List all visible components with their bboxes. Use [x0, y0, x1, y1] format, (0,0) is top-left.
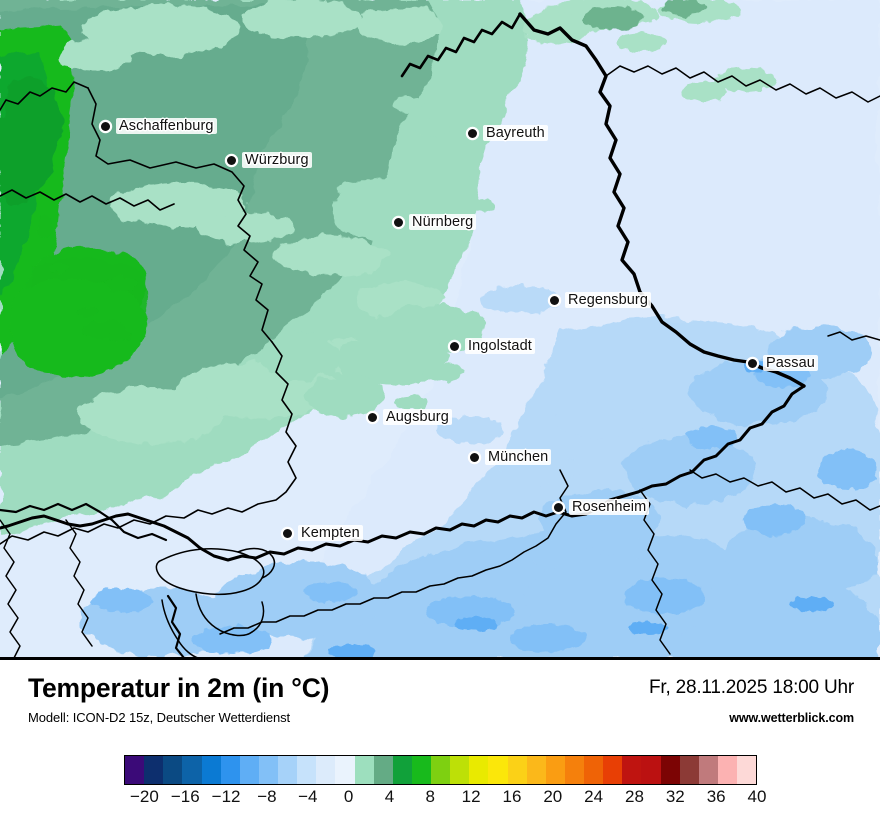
map-canvas [0, 0, 880, 660]
city-marker-muenchen: München [470, 449, 552, 465]
city-dot [283, 528, 292, 538]
city-label: Rosenheim [569, 499, 650, 515]
city-dot [554, 502, 563, 512]
colorbar-tick: 16 [502, 787, 522, 806]
city-dot [468, 128, 477, 138]
colorbar-tick: 4 [384, 787, 395, 806]
city-dot [368, 412, 377, 422]
colorbar-swatch [603, 756, 623, 784]
city-label: Bayreuth [483, 125, 548, 141]
city-label: Ingolstadt [465, 338, 535, 354]
city-dot [550, 295, 559, 305]
colorbar-swatch [564, 756, 584, 784]
colorbar-gradient [124, 755, 757, 785]
footer-panel: Temperatur in 2m (in °C) Modell: ICON-D2… [0, 660, 880, 830]
page-title: Temperatur in 2m (in °C) [28, 673, 330, 703]
city-label: Aschaffenburg [116, 118, 217, 134]
city-marker-augsburg: Augsburg [368, 409, 452, 425]
colorbar-tick: −20 [129, 787, 159, 806]
colorbar-swatch [163, 756, 183, 784]
city-label: Regensburg [565, 292, 651, 308]
website-label: www.wetterblick.com [729, 711, 854, 725]
colorbar-swatch [258, 756, 278, 784]
colorbar-tick: 24 [584, 787, 604, 806]
colorbar-tick: 20 [543, 787, 563, 806]
colorbar-swatch [316, 756, 336, 784]
city-label: Kempten [298, 525, 363, 541]
city-label: Augsburg [383, 409, 452, 425]
colorbar-swatch [297, 756, 317, 784]
colorbar-swatch [469, 756, 489, 784]
colorbar-tick: −8 [257, 787, 277, 806]
city-marker-passau: Passau [748, 355, 818, 371]
colorbar-tick: 28 [625, 787, 644, 806]
colorbar-swatch [545, 756, 565, 784]
colorbar-swatch [450, 756, 470, 784]
colorbar-tick-labels: −20 −16 −12 −8 −4 0 4 8 12 16 20 24 28 32 36 40 [124, 787, 766, 813]
colorbar-swatch [737, 756, 757, 784]
city-marker-ingolstadt: Ingolstadt [450, 338, 535, 354]
colorbar-swatch [660, 756, 680, 784]
colorbar-swatch [125, 756, 145, 784]
colorbar-swatch [622, 756, 642, 784]
city-label: Passau [763, 355, 818, 371]
colorbar-tick: 8 [425, 787, 436, 806]
colorbar-swatch [392, 756, 412, 784]
colorbar-tick: −4 [298, 787, 318, 806]
colorbar-swatch [641, 756, 661, 784]
city-label: Nürnberg [409, 214, 477, 230]
colorbar-swatch [144, 756, 164, 784]
city-dot [748, 358, 757, 368]
colorbar-tick: 36 [706, 787, 726, 806]
city-marker-regensburg: Regensburg [550, 292, 651, 308]
city-marker-wuerzburg: Würzburg [227, 152, 312, 168]
colorbar-tick: −16 [170, 787, 200, 806]
city-dot [227, 155, 236, 165]
colorbar-swatch [201, 756, 221, 784]
colorbar-swatch [526, 756, 546, 784]
model-subtitle: Modell: ICON-D2 15z, Deutscher Wetterdie… [28, 710, 291, 725]
colorbar-tick: 32 [665, 787, 685, 806]
city-dot [101, 121, 110, 131]
city-dot [450, 341, 459, 351]
colorbar-swatch [431, 756, 451, 784]
city-label: München [485, 449, 552, 465]
temperature-map[interactable]: Aschaffenburg Würzburg Bayreuth Nürnberg… [0, 0, 880, 660]
colorbar-swatch [239, 756, 259, 784]
colorbar-swatch [278, 756, 298, 784]
colorbar-swatch [373, 756, 393, 784]
colorbar-swatch [335, 756, 355, 784]
colorbar-tick: 40 [747, 787, 767, 806]
city-marker-bayreuth: Bayreuth [468, 125, 548, 141]
city-marker-rosenheim: Rosenheim [554, 499, 650, 515]
valid-datetime: Fr, 28.11.2025 18:00 Uhr [648, 677, 854, 698]
colorbar-tick: 12 [461, 787, 481, 806]
colorbar-swatch [679, 756, 699, 784]
colorbar-tick: −12 [211, 787, 241, 806]
city-marker-kempten: Kempten [283, 525, 363, 541]
city-marker-nuernberg: Nürnberg [394, 214, 477, 230]
colorbar-swatch [488, 756, 508, 784]
colorbar-swatch [717, 756, 737, 784]
colorbar-swatch [220, 756, 240, 784]
colorbar-swatch [354, 756, 374, 784]
city-dot [394, 217, 403, 227]
city-marker-aschaffenburg: Aschaffenburg [101, 118, 217, 134]
colorbar-swatch [584, 756, 604, 784]
colorbar-swatch [698, 756, 718, 784]
city-label: Würzburg [242, 152, 312, 168]
colorbar-legend: −20 −16 −12 −8 −4 0 4 8 12 16 20 24 28 32 36 40 [124, 755, 766, 813]
colorbar-swatch [411, 756, 431, 784]
colorbar-swatch [182, 756, 202, 784]
city-dot [470, 452, 479, 462]
colorbar-tick: 0 [343, 787, 354, 806]
colorbar-swatch [507, 756, 527, 784]
